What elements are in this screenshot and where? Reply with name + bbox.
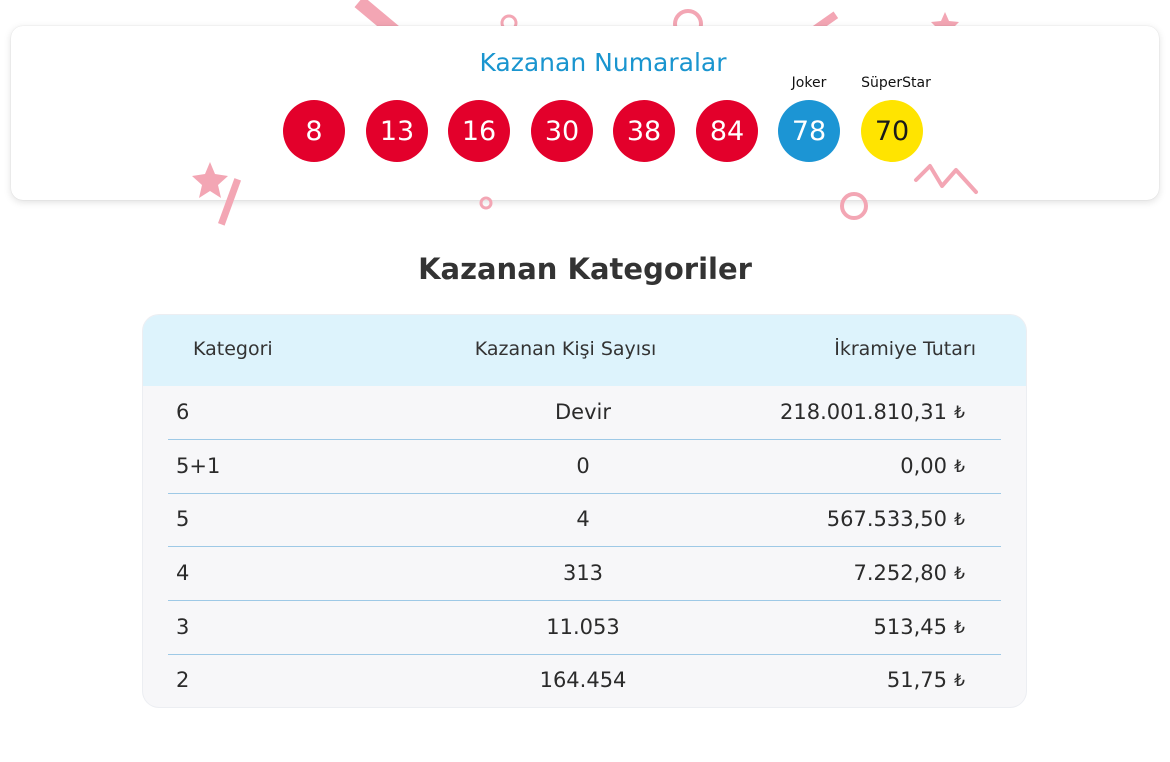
lira-icon: ₺ <box>954 510 965 530</box>
table-row: 3 11.053 513,45 ₺ <box>168 601 1001 655</box>
cell-category: 6 <box>176 400 190 424</box>
cell-category: 4 <box>176 561 190 585</box>
cell-winners: 0 <box>576 454 590 478</box>
number-ball: 38 <box>613 100 675 162</box>
categories-table: Kategori Kazanan Kişi Sayısı İkramiye Tu… <box>143 315 1026 707</box>
cell-prize: 567.533,50 <box>826 507 947 531</box>
header-winners: Kazanan Kişi Sayısı <box>474 338 657 360</box>
number-ball: 84 <box>696 100 758 162</box>
cell-prize: 51,75 <box>886 668 947 692</box>
table-row: 5 4 567.533,50 ₺ <box>168 493 1001 547</box>
cell-winners: 164.454 <box>539 668 627 692</box>
categories-title: Kazanan Kategoriler <box>418 252 752 286</box>
cell-prize: 7.252,80 <box>853 561 947 585</box>
cell-winners: 4 <box>576 507 590 531</box>
number-ball: 13 <box>366 100 428 162</box>
joker-label: Joker <box>791 75 827 91</box>
table-row: 2 164.454 51,75 ₺ <box>168 654 1001 707</box>
lira-icon: ₺ <box>954 564 965 584</box>
cell-category: 5+1 <box>176 454 221 478</box>
joker-ball: 78 <box>778 100 840 162</box>
number-ball: 8 <box>283 100 345 162</box>
table-row: 4 313 7.252,80 ₺ <box>168 547 1001 601</box>
cell-prize: 218.001.810,31 <box>780 400 947 424</box>
table-row: 6 Devir 218.001.810,31 ₺ <box>168 386 1001 440</box>
table-header: Kategori Kazanan Kişi Sayısı İkramiye Tu… <box>143 315 1026 386</box>
cell-prize: 513,45 <box>873 615 947 639</box>
lira-icon: ₺ <box>954 457 965 477</box>
number-ball: 16 <box>448 100 510 162</box>
cell-category: 5 <box>176 507 190 531</box>
cell-category: 2 <box>176 668 190 692</box>
number-ball: 30 <box>531 100 593 162</box>
table-row: 5+1 0 0,00 ₺ <box>168 440 1001 494</box>
cell-category: 3 <box>176 615 190 639</box>
cell-winners: 313 <box>562 561 604 585</box>
superstar-label: SüperStar <box>861 75 931 91</box>
lira-icon: ₺ <box>954 671 965 691</box>
header-category: Kategori <box>193 338 273 360</box>
lira-icon: ₺ <box>954 403 965 423</box>
superstar-ball: 70 <box>861 100 923 162</box>
cell-prize: 0,00 <box>900 454 947 478</box>
cell-winners: Devir <box>555 400 611 424</box>
cell-winners: 11.053 <box>546 615 620 639</box>
winning-numbers-title: Kazanan Numaralar <box>479 48 727 77</box>
lira-icon: ₺ <box>954 618 965 638</box>
header-prize: İkramiye Tutarı <box>834 338 976 360</box>
